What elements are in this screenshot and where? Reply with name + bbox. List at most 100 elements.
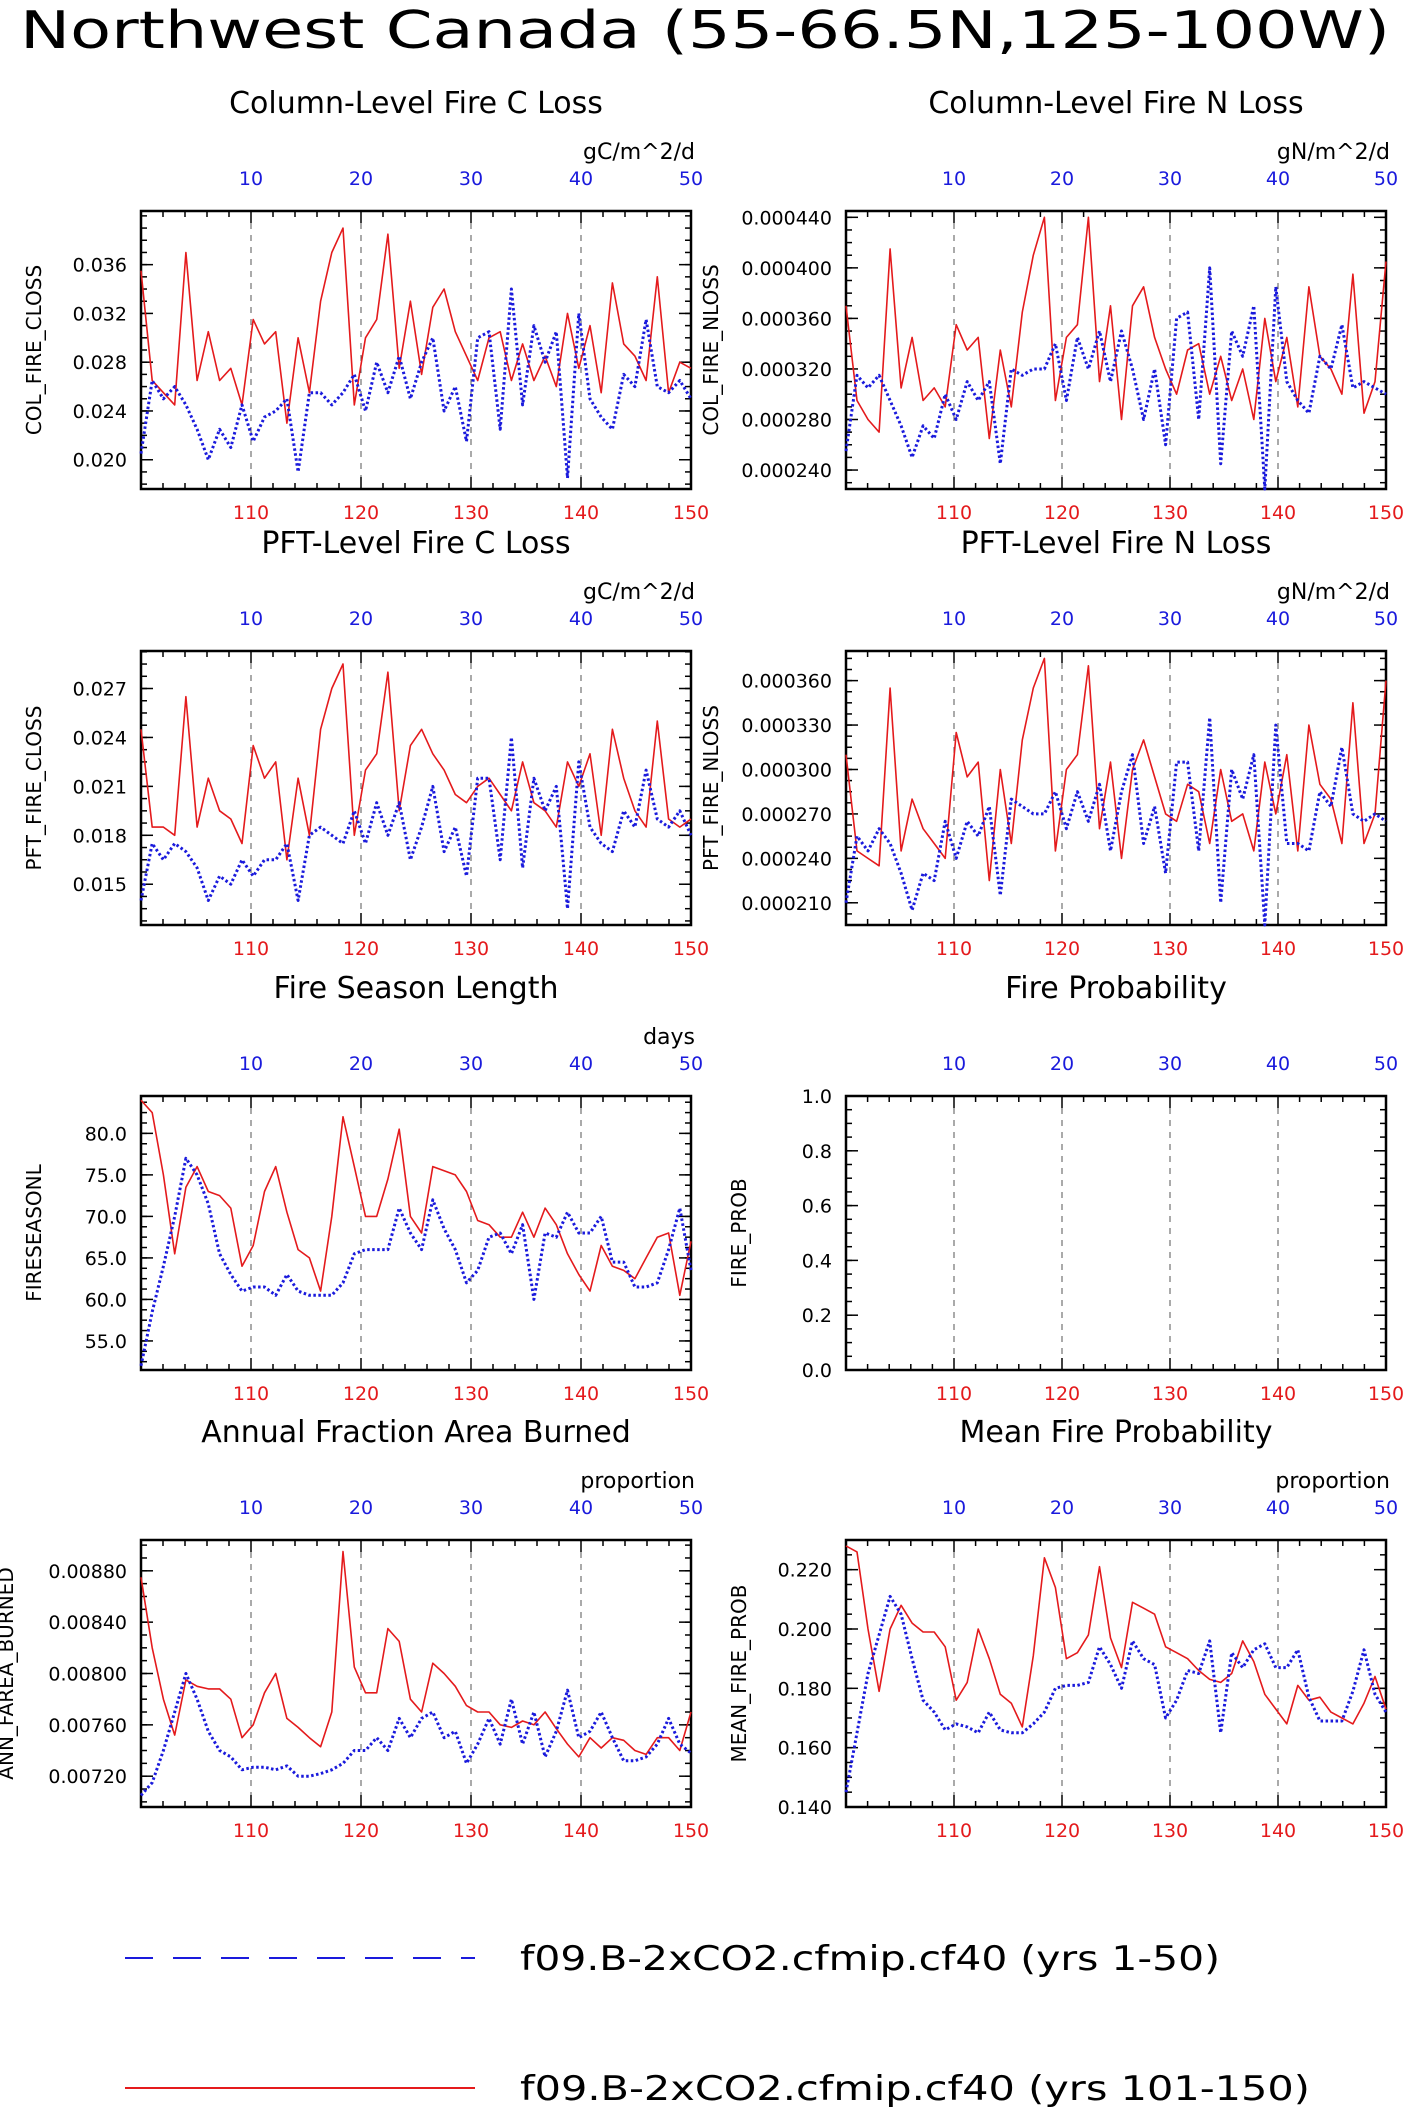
chart-2-series-red [845, 216, 1387, 440]
chart-3-xlabel-top: 20 [349, 608, 373, 630]
chart-1-xlabel-top: 30 [459, 168, 483, 190]
chart-8-ylabel-tick: 0.140 [778, 1797, 832, 1819]
chart-1-xlabel-top: 50 [679, 168, 703, 190]
chart-3-series-red [140, 663, 692, 861]
chart-2-series-blue [844, 266, 1387, 491]
chart-4-ylabel: PFT_FIRE_NLOSS [699, 705, 723, 871]
chart-8-ylabel: MEAN_FIRE_PROB [727, 1585, 751, 1763]
chart-1-ylabel-tick: 0.020 [73, 450, 127, 472]
chart-5-xlabel-bottom: 120 [343, 1383, 379, 1405]
chart-6-title: Fire Probability [1005, 971, 1227, 1006]
chart-4-xlabel-bottom: 110 [936, 938, 972, 960]
chart-2-xlabel-top: 50 [1374, 168, 1398, 190]
chart-2-ylabel-tick: 0.000440 [741, 207, 832, 229]
chart-2-xlabel-bottom: 120 [1044, 502, 1080, 524]
chart-7-series-blue [139, 1672, 692, 1797]
chart-5-ylabel-tick: 55.0 [85, 1331, 127, 1353]
chart-3-frame [139, 649, 693, 927]
chart-3-xlabel-top: 10 [239, 608, 263, 630]
chart-7-xlabel-bottom: 120 [343, 1820, 379, 1842]
chart-panels: Column-Level Fire C Loss gC/m^2/d 110 120 13… [0, 86, 1404, 1842]
chart-6-xlabel-bottom: 120 [1044, 1383, 1080, 1405]
chart-7-xlabel-top: 40 [569, 1497, 593, 1519]
chart-2-xlabel-top: 10 [942, 168, 966, 190]
chart-4-xlabel-bottom: 140 [1260, 938, 1296, 960]
chart-6-ylabel: FIRE_PROB [727, 1178, 751, 1287]
chart-8-xlabel-top: 30 [1158, 1497, 1182, 1519]
legend-red-label: f09.B-2xCO2.cfmip.cf40 (yrs 101-150) [520, 2069, 1310, 2109]
chart-4-xlabel-top: 20 [1050, 608, 1074, 630]
chart-3-xlabel-bottom: 140 [563, 938, 599, 960]
chart-4-ylabel-tick: 0.000330 [741, 715, 832, 737]
chart-4-xlabel-bottom: 130 [1152, 938, 1188, 960]
chart-8-xlabel-top: 10 [942, 1497, 966, 1519]
chart-6-ylabel-tick: 0.8 [802, 1141, 832, 1163]
chart-1-series-red [140, 227, 692, 425]
chart-1-xlabel-bottom: 120 [343, 502, 379, 524]
chart-6-xlabel-top: 50 [1374, 1053, 1398, 1075]
chart-4-ylabel-tick: 0.000360 [741, 671, 832, 693]
chart-7-ylabel-tick: 0.00760 [48, 1715, 127, 1737]
chart-7: Annual Fraction Area Burned proportion 110… [0, 1415, 709, 1842]
chart-5-xlabel-bottom: 130 [453, 1383, 489, 1405]
chart-7-xlabel-top: 10 [239, 1497, 263, 1519]
chart-1-xlabel-bottom: 140 [563, 502, 599, 524]
chart-4-frame [844, 649, 1388, 927]
chart-2-ylabel-tick: 0.000240 [741, 460, 832, 482]
chart-7-xlabel-bottom: 150 [673, 1820, 709, 1842]
chart-3-ylabel-tick: 0.018 [73, 825, 127, 847]
chart-5: Fire Season Length days 110 120 130 140 150 10 2… [22, 971, 709, 1405]
chart-3-title: PFT-Level Fire C Loss [261, 526, 570, 561]
chart-4-xlabel-top: 10 [942, 608, 966, 630]
chart-5-series-red [140, 1099, 692, 1297]
chart-1-ylabel-tick: 0.028 [73, 352, 127, 374]
chart-2-xlabel-top: 30 [1158, 168, 1182, 190]
chart-1-ylabel: COL_FIRE_CLOSS [22, 265, 46, 435]
chart-5-ylabel-tick: 80.0 [85, 1123, 127, 1145]
chart-3-ylabel-tick: 0.021 [73, 776, 127, 798]
chart-5-ylabel: FIRESEASONL [22, 1163, 46, 1301]
chart-5-xlabel-bottom: 110 [233, 1383, 269, 1405]
chart-5-title: Fire Season Length [274, 971, 559, 1006]
chart-4-units: gN/m^2/d [1277, 580, 1390, 605]
chart-4-xlabel-top: 30 [1158, 608, 1182, 630]
chart-7-ylabel: ANN_FAREA_BURNED [0, 1567, 18, 1779]
chart-7-title: Annual Fraction Area Burned [201, 1415, 631, 1450]
chart-5-xlabel-top: 20 [349, 1053, 373, 1075]
chart-4-ylabel-tick: 0.000210 [741, 893, 832, 915]
chart-3-ylabel-tick: 0.027 [73, 679, 127, 701]
chart-6-xlabel-bottom: 150 [1368, 1383, 1404, 1405]
chart-5-frame [139, 1094, 693, 1372]
chart-4-xlabel-top: 40 [1266, 608, 1290, 630]
chart-5-ylabel-tick: 70.0 [85, 1206, 127, 1228]
chart-3-xlabel-top: 40 [569, 608, 593, 630]
chart-7-ylabel-tick: 0.00720 [48, 1766, 127, 1788]
chart-2-ylabel-tick: 0.000320 [741, 359, 832, 381]
chart-4-ylabel-tick: 0.000300 [741, 759, 832, 781]
chart-6-xlabel-top: 20 [1050, 1053, 1074, 1075]
chart-5-xlabel-top: 40 [569, 1053, 593, 1075]
chart-3: PFT-Level Fire C Loss gC/m^2/d 110 120 130 14… [22, 526, 709, 960]
legend-blue-label: f09.B-2xCO2.cfmip.cf40 (yrs 1-50) [520, 1939, 1220, 1979]
chart-8-series-blue [844, 1594, 1388, 1793]
chart-3-units: gC/m^2/d [583, 580, 695, 605]
chart-1-xlabel-bottom: 130 [453, 502, 489, 524]
chart-4-ylabel-tick: 0.000270 [741, 804, 832, 826]
chart-8-ylabel-tick: 0.200 [778, 1619, 832, 1641]
chart-3-ylabel-tick: 0.015 [73, 874, 127, 896]
chart-8-xlabel-bottom: 120 [1044, 1820, 1080, 1842]
chart-7-ylabel-tick: 0.00880 [48, 1561, 127, 1583]
chart-3-ylabel: PFT_FIRE_CLOSS [22, 706, 46, 871]
chart-4-series-red [845, 657, 1387, 882]
chart-7-frame [139, 1538, 693, 1809]
chart-1-xlabel-bottom: 110 [233, 502, 269, 524]
chart-1-xlabel-top: 40 [569, 168, 593, 190]
chart-1-series-blue [139, 287, 693, 480]
chart-6-ylabel-tick: 0.0 [802, 1360, 832, 1382]
chart-2-xlabel-top: 20 [1050, 168, 1074, 190]
chart-4-xlabel-bottom: 150 [1368, 938, 1404, 960]
chart-7-ylabel-tick: 0.00840 [48, 1612, 127, 1634]
